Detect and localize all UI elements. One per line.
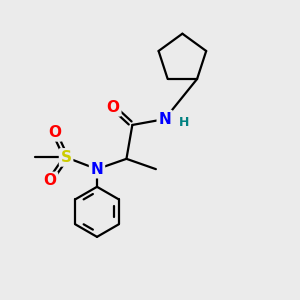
- Text: H: H: [179, 116, 189, 128]
- Text: O: O: [44, 173, 56, 188]
- Text: O: O: [48, 125, 61, 140]
- Text: N: N: [91, 162, 103, 177]
- Text: S: S: [61, 150, 72, 165]
- Text: O: O: [107, 100, 120, 115]
- Text: N: N: [158, 112, 171, 127]
